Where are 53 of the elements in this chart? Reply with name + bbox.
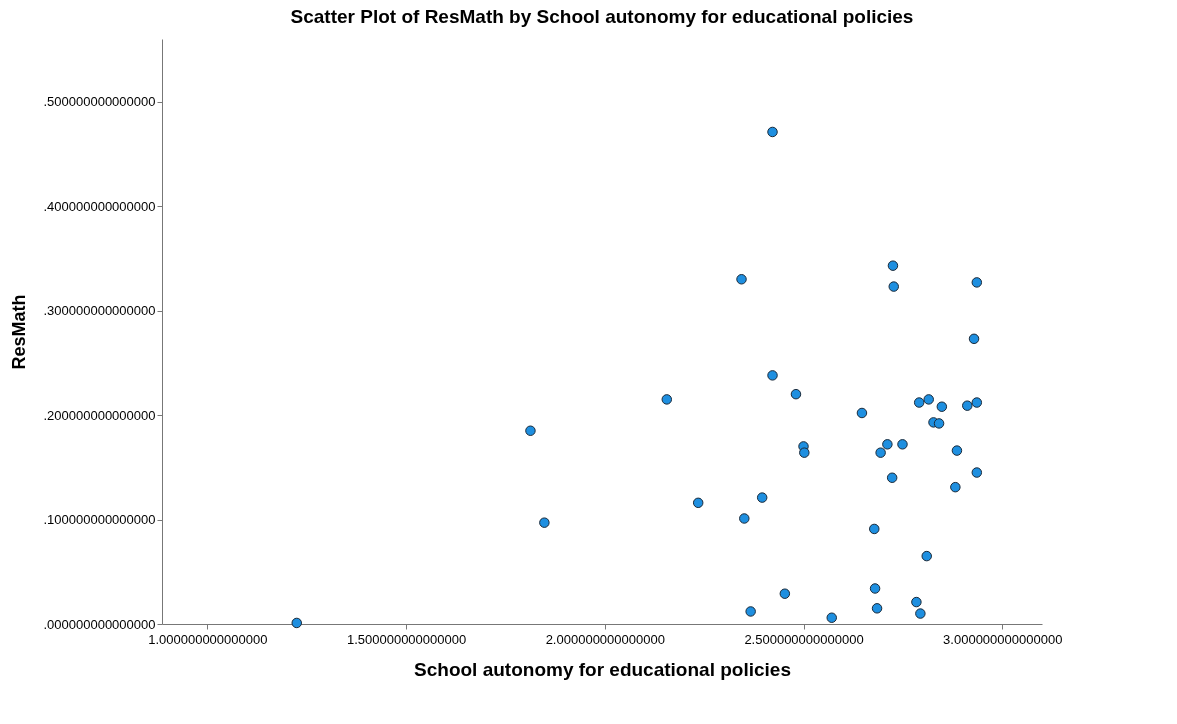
point	[767, 370, 778, 381]
y-tick-label: .100000000000000	[43, 512, 156, 528]
point	[915, 608, 926, 619]
point	[291, 617, 302, 629]
point	[745, 606, 756, 617]
point	[971, 397, 983, 408]
y-tick-label: .000000000000000	[43, 616, 156, 632]
point	[736, 274, 747, 285]
point	[875, 447, 886, 458]
point	[971, 467, 983, 478]
y-tick-label: .300000000000000	[43, 303, 156, 319]
point	[869, 583, 881, 594]
point	[882, 439, 893, 450]
point	[779, 588, 791, 599]
point	[871, 603, 883, 614]
point	[923, 394, 934, 405]
x-tick-label: 2.000000000000000	[545, 631, 665, 647]
point	[968, 333, 980, 345]
chart-title: Scatter Plot of ResMath by School autonomy for educational policies	[290, 6, 914, 27]
point	[790, 388, 802, 400]
y-tick-label: .400000000000000	[43, 198, 156, 214]
point	[799, 447, 810, 458]
y-tick-label: .500000000000000	[43, 94, 156, 110]
point	[921, 550, 932, 562]
point	[661, 394, 673, 405]
point	[692, 497, 704, 509]
point	[826, 612, 837, 623]
point	[739, 513, 750, 524]
point	[951, 445, 963, 456]
y-tick-label: .200000000000000	[43, 407, 156, 423]
point	[913, 397, 925, 408]
point	[950, 481, 961, 493]
point	[911, 596, 922, 608]
point	[539, 517, 550, 528]
point	[756, 492, 768, 503]
point	[887, 260, 899, 271]
point	[936, 401, 948, 412]
point	[886, 472, 898, 483]
point	[933, 418, 945, 429]
x-axis-title: School autonomy for educational policies	[414, 658, 791, 680]
point	[525, 425, 536, 436]
point	[888, 281, 899, 292]
x-tick-label: 1.500000000000000	[346, 631, 467, 647]
x-tick-label: 1.000000000000000	[148, 631, 268, 647]
y-axis-title: ResMath	[9, 294, 30, 370]
point	[767, 126, 778, 138]
point	[856, 407, 868, 419]
x-tick-label: 3.000000000000000	[943, 631, 1063, 647]
point	[869, 523, 880, 535]
point	[962, 400, 973, 411]
x-tick-label: 2.500000000000000	[744, 631, 864, 647]
point	[971, 277, 983, 288]
point	[897, 439, 908, 450]
